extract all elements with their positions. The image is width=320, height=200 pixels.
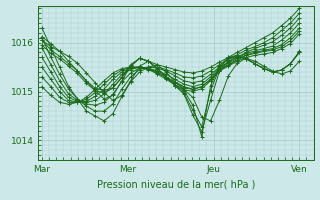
X-axis label: Pression niveau de la mer( hPa ): Pression niveau de la mer( hPa ): [97, 179, 255, 189]
